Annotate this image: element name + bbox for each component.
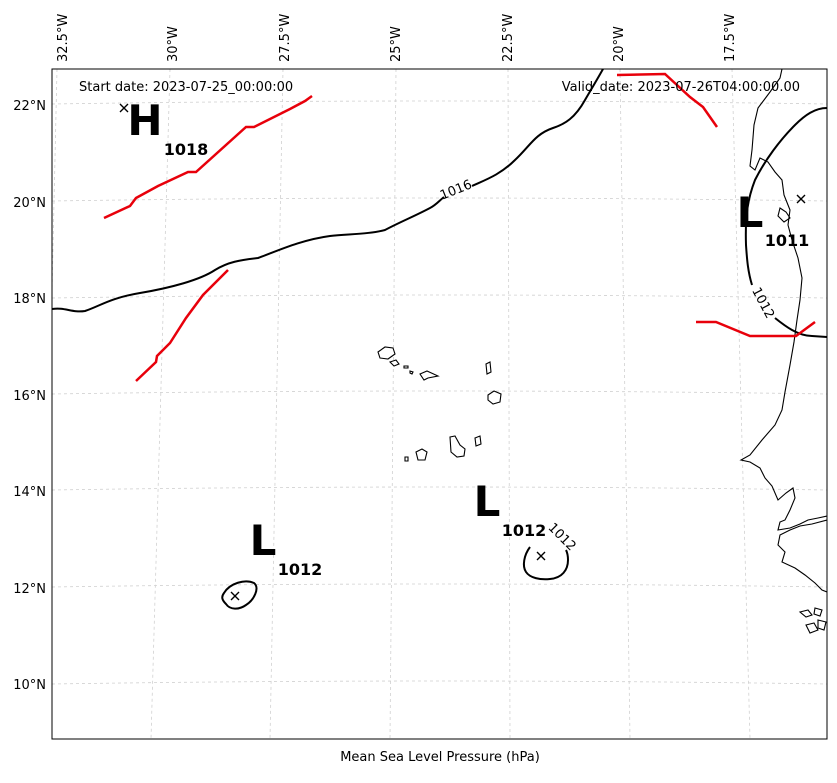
island-santa-luzia [403,365,409,369]
longitude-tick-labels: 32.5°W 30°W 27.5°W 25°W 22.5°W 20°W 17.5… [56,14,738,62]
system-high-value: 1018 [164,140,209,159]
system-low-east-letter: L [737,188,764,237]
island-maio [474,435,482,447]
system-low-west-letter: L [250,516,277,565]
meridian-22-5w [507,69,511,739]
lat-tick-12n: 12°N [13,582,46,597]
cape-verde-islands [377,346,502,462]
meridian-17-5w [731,69,751,739]
center-marker-low-west [230,591,240,601]
isobar-1016 [52,69,604,313]
pressure-centers [119,103,806,601]
center-marker-low-east [796,194,806,204]
island-sao-nicolau-2 [419,370,440,381]
graticule [52,69,827,739]
plot-frame [51,68,828,740]
center-marker-low-mid [536,551,546,561]
lon-tick-27-5w: 27.5°W [278,14,293,62]
lat-tick-20n: 20°N [13,196,46,211]
pressure-system-labels: H 1018 L 1011 L 1012 L 1012 [127,96,809,579]
island-fogo [415,448,428,461]
island-santiago [449,435,466,458]
lat-tick-14n: 14°N [13,485,46,500]
lon-tick-25w: 25°W [389,26,404,62]
meridian-30w [150,69,171,739]
isobar-1012-mid-low [522,546,570,581]
system-low-east-value: 1011 [765,231,810,250]
meridian-25w [389,69,397,739]
system-low-west-value: 1012 [278,560,323,579]
lat-tick-22n: 22°N [13,99,46,114]
island-sao-vicente [388,359,400,367]
island-boa-vista [487,390,502,405]
parallel-10n [52,680,827,685]
coastline-bijagos [798,607,827,634]
parallel-16n [52,390,827,395]
valid-date-label: Valid_date: 2023-07-26T04:00:00.00 [562,80,800,95]
lat-tick-10n: 10°N [13,678,46,693]
coastline [739,69,827,634]
lon-tick-17-5w: 17.5°W [723,14,738,62]
isobar-1012-senegal [744,107,827,338]
fronts [103,72,816,382]
lon-tick-30w: 30°W [166,26,181,62]
front-north [616,72,719,128]
front-west [135,269,229,382]
parallel-12n [52,583,827,588]
meridian-27-5w [269,69,284,739]
meridian-20w [619,69,631,739]
isobars [52,69,827,610]
coastline-africa [739,69,827,531]
lat-tick-18n: 18°N [13,292,46,307]
parallel-20n [52,197,827,202]
front-northwest [103,94,313,220]
system-low-mid-value: 1012 [502,521,547,540]
center-marker-high [119,103,129,113]
coastline-dakar [777,207,791,223]
lon-tick-32-5w: 32.5°W [56,14,71,62]
coastline-guinea [777,519,827,593]
plot-area [52,69,827,739]
parallel-14n [52,486,827,491]
x-axis-label: Mean Sea Level Pressure (hPa) [340,750,540,765]
latitude-tick-labels: 22°N 20°N 18°N 16°N 14°N 12°N 10°N [13,99,46,693]
lon-tick-20w: 20°W [612,26,627,62]
island-sao-nicolau [409,370,414,375]
lon-tick-22-5w: 22.5°W [501,14,516,62]
isobar-1012-small-low [221,580,258,610]
island-sal [485,361,492,375]
lat-tick-16n: 16°N [13,389,46,404]
system-high-letter: H [127,96,162,145]
parallel-22n [52,100,827,105]
system-low-mid-letter: L [474,477,501,526]
front-east [696,320,816,338]
start-date-label: Start date: 2023-07-25_00:00:00 [79,80,293,95]
island-santo-antao [377,346,396,360]
island-brava [404,456,409,462]
parallel-18n [52,294,827,299]
